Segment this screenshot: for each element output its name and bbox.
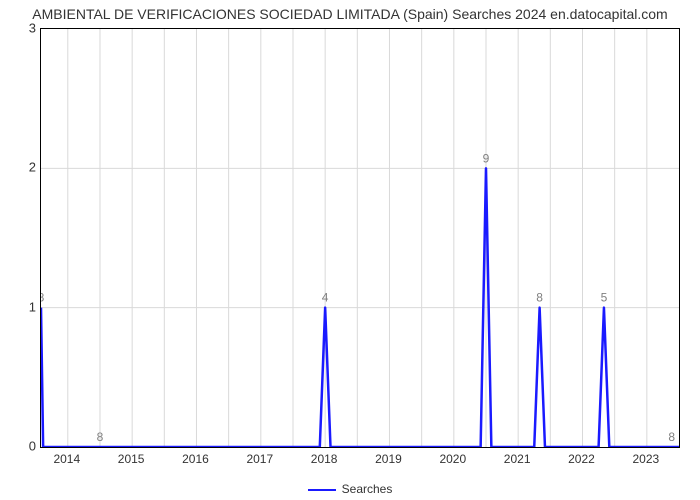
svg-text:8: 8 [536,291,543,305]
svg-text:8: 8 [97,430,104,444]
x-tick-label: 2022 [568,452,595,466]
svg-text:8: 8 [668,430,675,444]
x-tick-label: 2017 [246,452,273,466]
y-tick-label: 1 [6,299,36,314]
plot-area: 8 4 9 8 5 8 8 [40,28,680,448]
legend-label: Searches [342,482,393,496]
x-tick-label: 2016 [182,452,209,466]
chart-title: AMBIENTAL DE VERIFICACIONES SOCIEDAD LIM… [0,6,700,22]
svg-text:5: 5 [601,291,608,305]
svg-text:8: 8 [41,291,45,305]
chart-svg: 8 4 9 8 5 8 8 [41,29,679,447]
x-tick-label: 2015 [118,452,145,466]
x-tick-label: 2014 [53,452,80,466]
x-tick-label: 2020 [439,452,466,466]
x-tick-label: 2019 [375,452,402,466]
svg-text:4: 4 [322,291,329,305]
svg-text:9: 9 [483,151,490,165]
x-tick-label: 2018 [311,452,338,466]
y-tick-label: 2 [6,160,36,175]
y-tick-label: 0 [6,439,36,454]
x-tick-label: 2023 [632,452,659,466]
legend-swatch [308,489,336,491]
x-tick-label: 2021 [504,452,531,466]
y-tick-label: 3 [6,21,36,36]
chart-container: AMBIENTAL DE VERIFICACIONES SOCIEDAD LIM… [0,0,700,500]
legend: Searches [0,482,700,496]
